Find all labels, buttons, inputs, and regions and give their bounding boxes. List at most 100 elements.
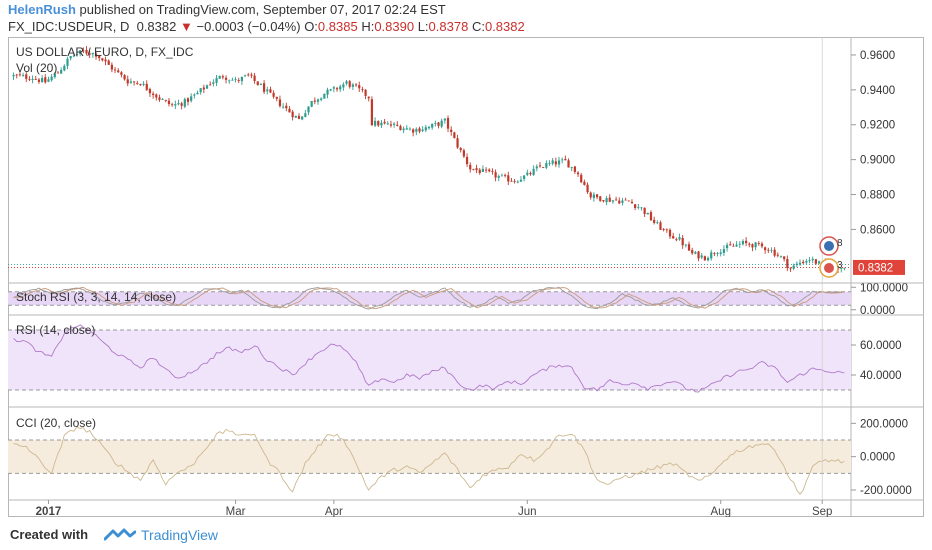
candle-body: [117, 70, 120, 73]
candle-body: [31, 78, 34, 80]
cci-label: CCI (20, close): [16, 416, 96, 430]
candle-body: [462, 150, 465, 157]
candle-body: [459, 148, 462, 151]
candle-body: [259, 84, 263, 86]
candle-body: [672, 236, 675, 239]
candle-body: [323, 93, 326, 99]
candle-body: [12, 74, 15, 77]
candle-body: [196, 92, 199, 95]
candle-body: [516, 181, 519, 183]
candle-body: [180, 103, 183, 106]
candle-body: [748, 243, 751, 245]
candle-body: [161, 99, 164, 100]
price-axis-label: 0.9400: [860, 85, 895, 97]
candle-body: [722, 249, 726, 253]
candle-body: [529, 172, 532, 175]
author-link[interactable]: HelenRush: [8, 2, 76, 17]
publish-info: published on TradingView.com, September …: [79, 2, 446, 17]
candle-body: [221, 76, 224, 78]
candle-body: [802, 261, 805, 264]
candle-body: [320, 98, 323, 100]
stoch-rsi-pane[interactable]: 100.0000 0.0000: [8, 282, 908, 317]
high-label: H:: [361, 19, 375, 34]
created-with-label: Created with: [10, 527, 89, 542]
event-badge-2[interactable]: 3: [819, 258, 843, 278]
candle-body: [155, 94, 158, 98]
candle-body: [278, 99, 282, 107]
price-axis-label: 0.9200: [860, 120, 895, 132]
candle-body: [28, 78, 31, 80]
candle-body: [47, 79, 50, 82]
candle-body: [383, 121, 386, 124]
candle-body: [840, 268, 843, 269]
stoch-d-line: [13, 286, 845, 310]
candle-body: [570, 167, 573, 169]
candle-body: [640, 207, 643, 209]
candle-body: [132, 81, 136, 83]
candle-body: [110, 64, 113, 70]
candle-body: [706, 257, 710, 261]
candle-body: [262, 83, 266, 92]
cci-pane[interactable]: 200.0000 0.0000 -200.0000: [8, 418, 912, 497]
chart-frame: [8, 37, 924, 517]
price-pane[interactable]: 0.9600 0.9400 0.9200 0.9000 0.8800 0.8600: [8, 46, 895, 273]
time-axis-label: 2017: [36, 506, 62, 517]
candle-body: [725, 244, 729, 249]
candle-body: [164, 100, 167, 101]
candle-body: [174, 104, 177, 106]
candle-body: [60, 69, 63, 74]
candle-body: [764, 247, 767, 251]
price-change: −0.0003 (−0.04%): [196, 19, 301, 34]
rsi-pane[interactable]: 60.0000 40.0000: [8, 324, 902, 393]
candle-body: [186, 98, 190, 102]
candle-body: [85, 49, 88, 54]
low-value: 0.8378: [428, 19, 469, 34]
candle-body: [789, 268, 792, 270]
candle-body: [142, 83, 145, 85]
time-axis-label: Apr: [325, 506, 343, 517]
cci-line: [13, 426, 845, 495]
candle-body: [136, 83, 139, 84]
tradingview-logo-icon[interactable]: [103, 527, 137, 548]
candle-body: [91, 52, 94, 55]
candle-body: [25, 74, 28, 79]
candle-body: [148, 89, 152, 94]
candle-body: [301, 116, 304, 120]
candle-body: [79, 50, 82, 54]
candle-body: [224, 77, 228, 80]
candle-body: [561, 159, 564, 161]
candle-body: [266, 89, 269, 92]
candle-body: [421, 129, 424, 131]
candle-body: [503, 175, 507, 177]
time-axis-label: Jun: [518, 506, 537, 517]
indicator-axis-label: 100.0000: [860, 282, 908, 294]
candle-body: [710, 252, 713, 259]
candle-body: [608, 197, 611, 202]
candle-body: [402, 128, 405, 131]
candle-body: [202, 87, 205, 90]
candle-body: [408, 128, 412, 130]
candle-body: [348, 81, 351, 87]
candle-body: [167, 100, 171, 105]
indicator-axis-label: 200.0000: [860, 418, 908, 430]
event-badge-1[interactable]: 8: [819, 236, 843, 256]
candle-body: [415, 128, 418, 132]
candle-body: [602, 200, 605, 202]
event-badge-count: 3: [837, 260, 843, 271]
candle-body: [370, 99, 374, 126]
time-axis[interactable]: 2017 Mar Apr Jun Aug Sep: [8, 37, 924, 517]
candle-body: [697, 251, 700, 259]
tradingview-link[interactable]: TradingView: [141, 527, 219, 543]
candle-body: [304, 113, 307, 117]
candle-body: [69, 56, 72, 59]
candle-body: [272, 92, 275, 97]
candle-body: [694, 252, 697, 254]
candle-body: [465, 156, 469, 165]
candle-body: [611, 200, 615, 202]
candle-body: [275, 96, 278, 99]
candle-body: [643, 207, 646, 214]
candle-body: [523, 175, 526, 179]
close-value: 0.8382: [484, 19, 525, 34]
candle-body: [145, 83, 148, 90]
chart-canvas[interactable]: 0.9600 0.9400 0.9200 0.9000 0.8800 0.8600 100…: [8, 37, 924, 517]
